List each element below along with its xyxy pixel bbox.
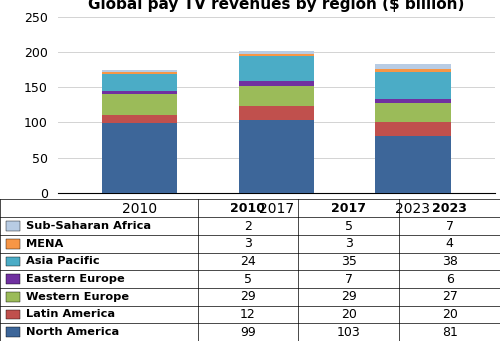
Bar <box>376 72 450 99</box>
FancyBboxPatch shape <box>6 292 20 302</box>
Text: 29: 29 <box>240 290 256 303</box>
Text: 103: 103 <box>337 326 360 339</box>
Bar <box>102 74 177 91</box>
Text: 6: 6 <box>446 272 454 285</box>
Bar <box>376 69 450 72</box>
Text: 27: 27 <box>442 290 458 303</box>
Text: 29: 29 <box>341 290 356 303</box>
FancyBboxPatch shape <box>6 221 20 231</box>
Text: 38: 38 <box>442 255 458 268</box>
Text: Eastern Europe: Eastern Europe <box>26 274 125 284</box>
Text: North America: North America <box>26 327 120 337</box>
Bar <box>102 72 177 74</box>
Text: 2: 2 <box>244 220 252 233</box>
Text: Sub-Saharan Africa: Sub-Saharan Africa <box>26 221 151 231</box>
FancyBboxPatch shape <box>6 256 20 266</box>
Text: 5: 5 <box>345 220 353 233</box>
Text: 12: 12 <box>240 308 256 321</box>
Text: 35: 35 <box>341 255 356 268</box>
Bar <box>102 123 177 193</box>
Text: 3: 3 <box>244 237 252 250</box>
Text: 7: 7 <box>345 272 353 285</box>
Text: 3: 3 <box>345 237 352 250</box>
FancyBboxPatch shape <box>6 327 20 337</box>
Text: Western Europe: Western Europe <box>26 292 129 302</box>
FancyBboxPatch shape <box>6 274 20 284</box>
Text: Asia Pacific: Asia Pacific <box>26 256 100 266</box>
Bar <box>376 136 450 193</box>
Text: 99: 99 <box>240 326 256 339</box>
Bar <box>376 103 450 122</box>
Bar <box>238 56 314 81</box>
Text: MENA: MENA <box>26 239 63 249</box>
Text: 5: 5 <box>244 272 252 285</box>
Bar <box>238 51 314 54</box>
Bar <box>376 122 450 136</box>
Bar <box>238 106 314 120</box>
Text: 24: 24 <box>240 255 256 268</box>
Bar <box>102 71 177 72</box>
Text: 4: 4 <box>446 237 454 250</box>
Bar <box>102 91 177 94</box>
Text: 20: 20 <box>442 308 458 321</box>
Bar <box>102 115 177 123</box>
Title: Global pay TV revenues by region ($ billion): Global pay TV revenues by region ($ bill… <box>88 0 465 12</box>
Text: 2010: 2010 <box>230 202 266 215</box>
Text: 2023: 2023 <box>432 202 467 215</box>
Text: 81: 81 <box>442 326 458 339</box>
Text: 7: 7 <box>446 220 454 233</box>
Bar <box>376 64 450 69</box>
Bar <box>238 120 314 193</box>
Bar <box>238 54 314 56</box>
Text: Latin America: Latin America <box>26 310 115 320</box>
Text: 2017: 2017 <box>331 202 366 215</box>
FancyBboxPatch shape <box>6 239 20 249</box>
Bar <box>102 94 177 115</box>
Text: 20: 20 <box>341 308 356 321</box>
Bar <box>238 81 314 86</box>
Bar <box>238 86 314 106</box>
Bar <box>376 99 450 103</box>
FancyBboxPatch shape <box>6 310 20 319</box>
